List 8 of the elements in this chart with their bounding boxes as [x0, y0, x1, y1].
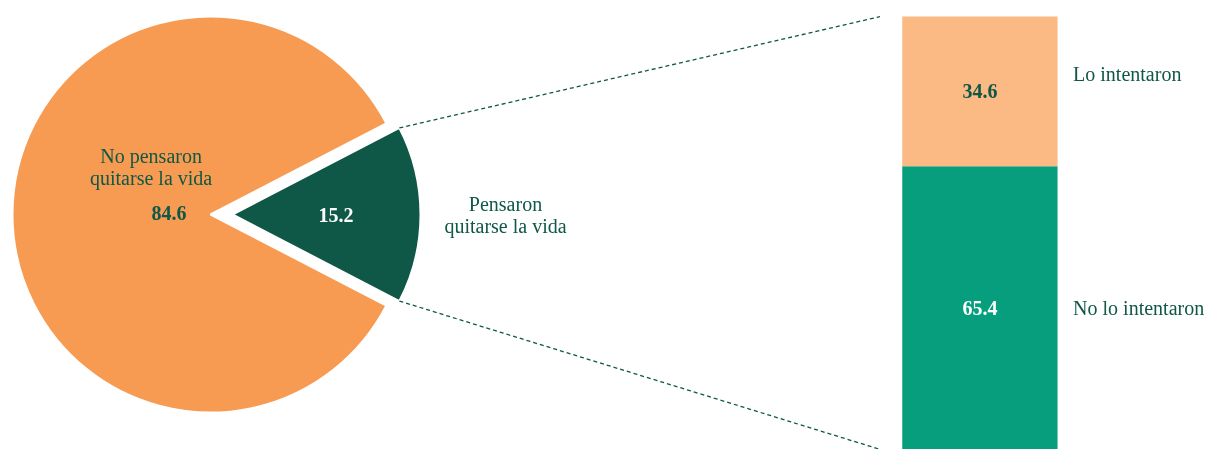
data-label: 84.6 — [151, 201, 187, 224]
data-label: 15.2 — [318, 203, 354, 226]
slice-label: Pensaron quitarse la vida — [444, 192, 567, 238]
slice-label: No pensaron quitarse la vida — [90, 144, 213, 190]
series-label: No lo intentaron — [1073, 296, 1205, 319]
data-label: 34.6 — [962, 80, 998, 103]
series-label: Lo intentaron — [1073, 63, 1182, 86]
data-label: 65.4 — [962, 296, 998, 319]
